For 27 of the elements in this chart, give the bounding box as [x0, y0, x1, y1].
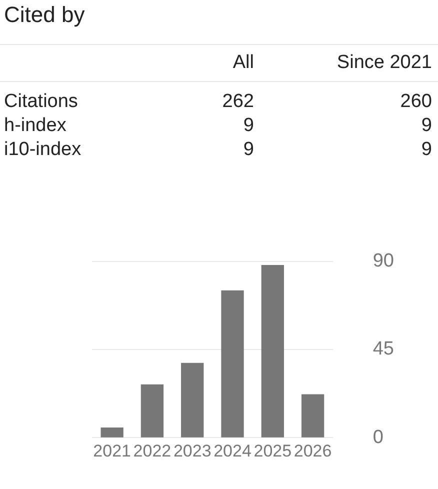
text: 9: [420, 114, 433, 138]
y-tick-label: 0: [372, 426, 384, 448]
bar: [140, 384, 164, 438]
bar: [221, 290, 244, 438]
text: Citations: [3, 90, 79, 114]
text: All: [140, 44, 260, 82]
text: 260: [399, 90, 433, 114]
bar: [181, 362, 204, 438]
text: 9: [420, 138, 433, 162]
text: 262: [221, 90, 255, 114]
chart-title: Cited by: [4, 2, 85, 28]
text: Since 2021: [260, 44, 438, 82]
bar: [301, 394, 324, 438]
text: 9: [242, 114, 255, 138]
x-tick-label: 2026: [294, 441, 332, 460]
y-tick-label: 45: [372, 338, 394, 360]
text: h-index: [3, 114, 68, 138]
x-tick-label: 2022: [133, 441, 172, 460]
text: 9: [242, 138, 255, 162]
y-tick-label: 90: [372, 250, 394, 272]
bar: [100, 427, 124, 438]
x-tick-label: 2021: [93, 441, 131, 460]
x-tick-label: 2025: [254, 441, 292, 460]
text: i10-index: [3, 138, 82, 162]
x-tick-label: 2024: [214, 441, 252, 460]
bar: [261, 264, 284, 438]
x-tick-label: 2023: [173, 441, 212, 460]
